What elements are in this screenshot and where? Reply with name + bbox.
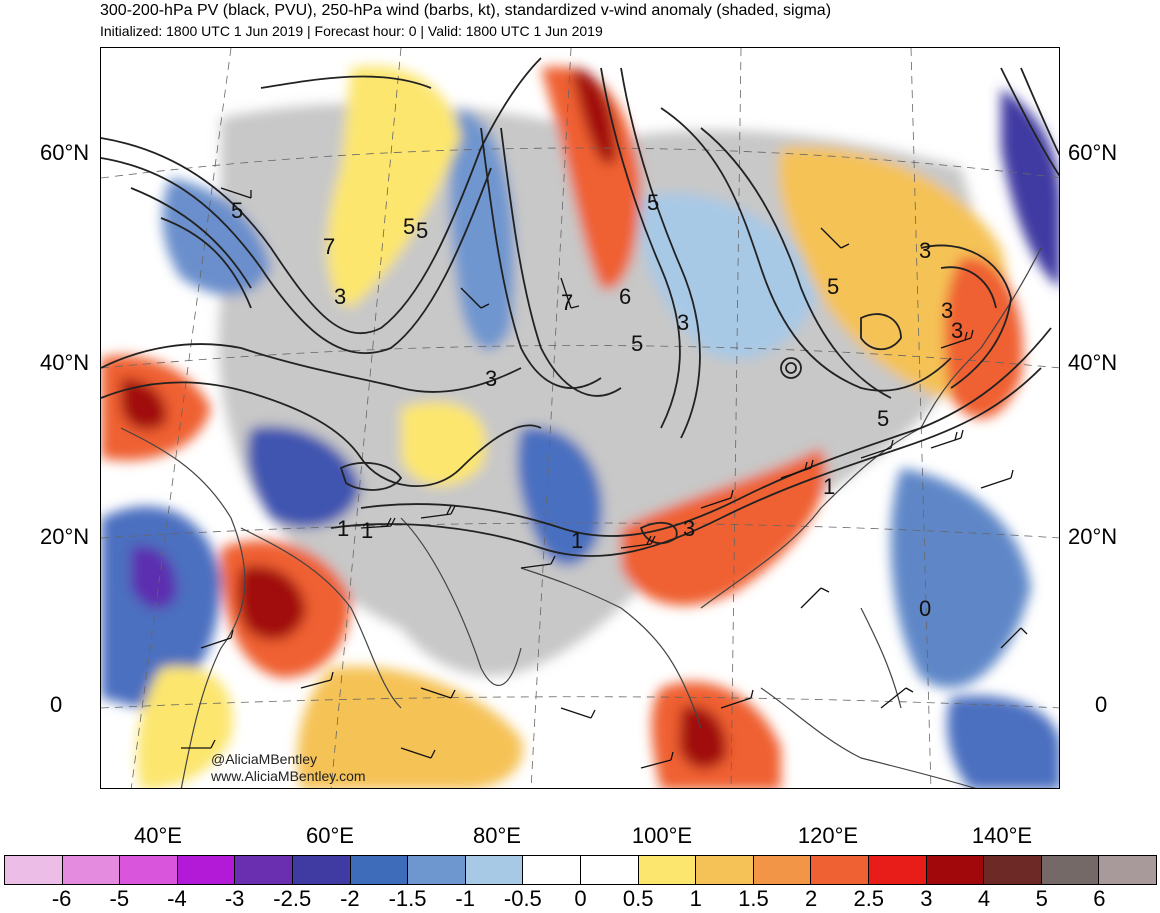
lat-label-left: 20°N (40, 524, 90, 549)
figure-subtitle: Initialized: 1800 UTC 1 Jun 2019 | Forec… (100, 23, 603, 39)
colorbar-swatch (408, 856, 466, 884)
contour-label: 5 (231, 198, 243, 223)
colorbar-tick-label: 0.5 (622, 886, 654, 911)
colorbar-swatch (350, 856, 409, 884)
credit-website: www.AliciaMBentley.com (211, 768, 366, 784)
contour-label: 5 (631, 331, 643, 356)
lat-label-right: 60°N (1068, 140, 1118, 165)
colorbar-swatch (1099, 856, 1156, 884)
lon-label: 40°E (134, 823, 182, 848)
colorbar-tick-label: -2.5 (273, 886, 312, 911)
colorbar-swatch (753, 856, 812, 884)
lat-label-left: 40°N (40, 350, 90, 375)
lon-label: 100°E (631, 823, 693, 848)
colorbar-swatch (523, 856, 581, 884)
colorbar-tick-label: -4 (167, 886, 187, 911)
colorbar-swatch (811, 856, 869, 884)
lat-label-right: 20°N (1068, 524, 1118, 549)
contour-label: 5 (877, 406, 889, 431)
lat-label-right: 0 (1095, 692, 1108, 717)
contour-label: 3 (941, 298, 953, 323)
contour-label: 1 (571, 528, 583, 553)
colorbar-tick-label: -3 (224, 886, 245, 911)
colorbar-swatch (926, 856, 985, 884)
contour-label: 3 (919, 238, 931, 263)
lon-label: 140°E (971, 823, 1033, 848)
contour-label: 5 (827, 274, 839, 299)
contour-label: 5 (403, 214, 415, 239)
colorbar-tick-label: -6 (51, 886, 72, 911)
lon-label: 80°E (473, 823, 521, 848)
contour-label: 3 (677, 310, 689, 335)
contour-label: 3 (951, 318, 963, 343)
contour-label: 1 (337, 516, 349, 541)
contour-label: 6 (619, 284, 631, 309)
figure-title: 300-200-hPa PV (black, PVU), 250-hPa win… (100, 2, 832, 19)
colorbar (4, 855, 1157, 885)
colorbar-tick-label: -1 (455, 886, 475, 911)
colorbar-tick-label: -5 (109, 886, 130, 911)
colorbar-swatch (984, 856, 1042, 884)
colorbar-swatch (580, 856, 639, 884)
colorbar-tick-label: 1 (689, 886, 702, 911)
colorbar-swatch (120, 856, 178, 884)
colorbar-tick-label: 2 (804, 886, 818, 911)
pv-contours (101, 57, 1059, 557)
credit-handle: @AliciaMBentley (211, 751, 318, 767)
contour-label: 7 (323, 234, 335, 259)
colorbar-swatch (465, 856, 524, 884)
colorbar-tick-label: -2 (340, 886, 360, 911)
colorbar-tick-label: 1.5 (738, 886, 769, 911)
contour-label: 3 (334, 284, 346, 309)
colorbar-swatch (177, 856, 236, 884)
lat-label-left: 60°N (40, 140, 90, 165)
contour-label: 1 (361, 518, 373, 543)
colorbar-tick-label: -0.5 (503, 886, 542, 911)
colorbar-swatch (5, 856, 63, 884)
contour-label: 3 (485, 366, 497, 391)
contour-label: 0 (919, 596, 931, 621)
contour-label: 5 (416, 218, 428, 243)
graticule (101, 48, 1059, 788)
lat-label-right: 40°N (1068, 350, 1118, 375)
colorbar-tick-label: 6 (1093, 886, 1106, 911)
colorbar-tick-label: 4 (977, 886, 991, 911)
wind-barbs (181, 187, 1028, 769)
contour-label: 3 (683, 516, 695, 541)
lon-label: 60°E (306, 823, 354, 848)
colorbar-swatch (62, 856, 121, 884)
contour-label: 1 (823, 474, 835, 499)
colorbar-swatch (868, 856, 927, 884)
colorbar-swatch (292, 856, 351, 884)
colorbar-swatch (638, 856, 697, 884)
contour-label: 5 (647, 190, 659, 215)
colorbar-tick-label: 5 (1035, 886, 1048, 911)
map-panel: 5 5 3 5 7 5 3 6 7 5 3 3 5 3 3 5 1 1 3 1 … (100, 47, 1060, 789)
colorbar-tick-label: 0 (574, 886, 587, 911)
colorbar-swatch (696, 856, 754, 884)
lon-label: 120°E (797, 823, 859, 848)
colorbar-swatch (1041, 856, 1100, 884)
contour-labels: 5 5 3 5 7 5 3 6 7 5 3 3 5 3 3 5 1 1 3 1 … (231, 190, 963, 621)
colorbar-swatch (235, 856, 293, 884)
lat-label-left: 0 (50, 692, 63, 717)
weather-map: 5 5 3 5 7 5 3 6 7 5 3 3 5 3 3 5 1 1 3 1 … (101, 48, 1059, 788)
colorbar-tick-label: 2.5 (853, 886, 885, 911)
contour-label: 7 (561, 290, 573, 315)
colorbar-tick-label: 3 (920, 886, 933, 911)
colorbar-tick-label: -1.5 (388, 886, 427, 911)
anomaly-shading (101, 66, 1059, 788)
